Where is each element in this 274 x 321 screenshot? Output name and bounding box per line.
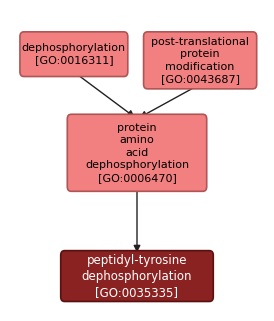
FancyBboxPatch shape (20, 32, 128, 76)
Text: protein
amino
acid
dephosphorylation
[GO:0006470]: protein amino acid dephosphorylation [GO… (85, 123, 189, 183)
FancyBboxPatch shape (67, 114, 207, 191)
Text: dephosphorylation
[GO:0016311]: dephosphorylation [GO:0016311] (22, 43, 126, 65)
Text: peptidyl-tyrosine
dephosphorylation
[GO:0035335]: peptidyl-tyrosine dephosphorylation [GO:… (82, 254, 192, 299)
Text: post-translational
protein
modification
[GO:0043687]: post-translational protein modification … (151, 37, 249, 84)
FancyBboxPatch shape (144, 32, 257, 89)
FancyBboxPatch shape (61, 251, 213, 301)
